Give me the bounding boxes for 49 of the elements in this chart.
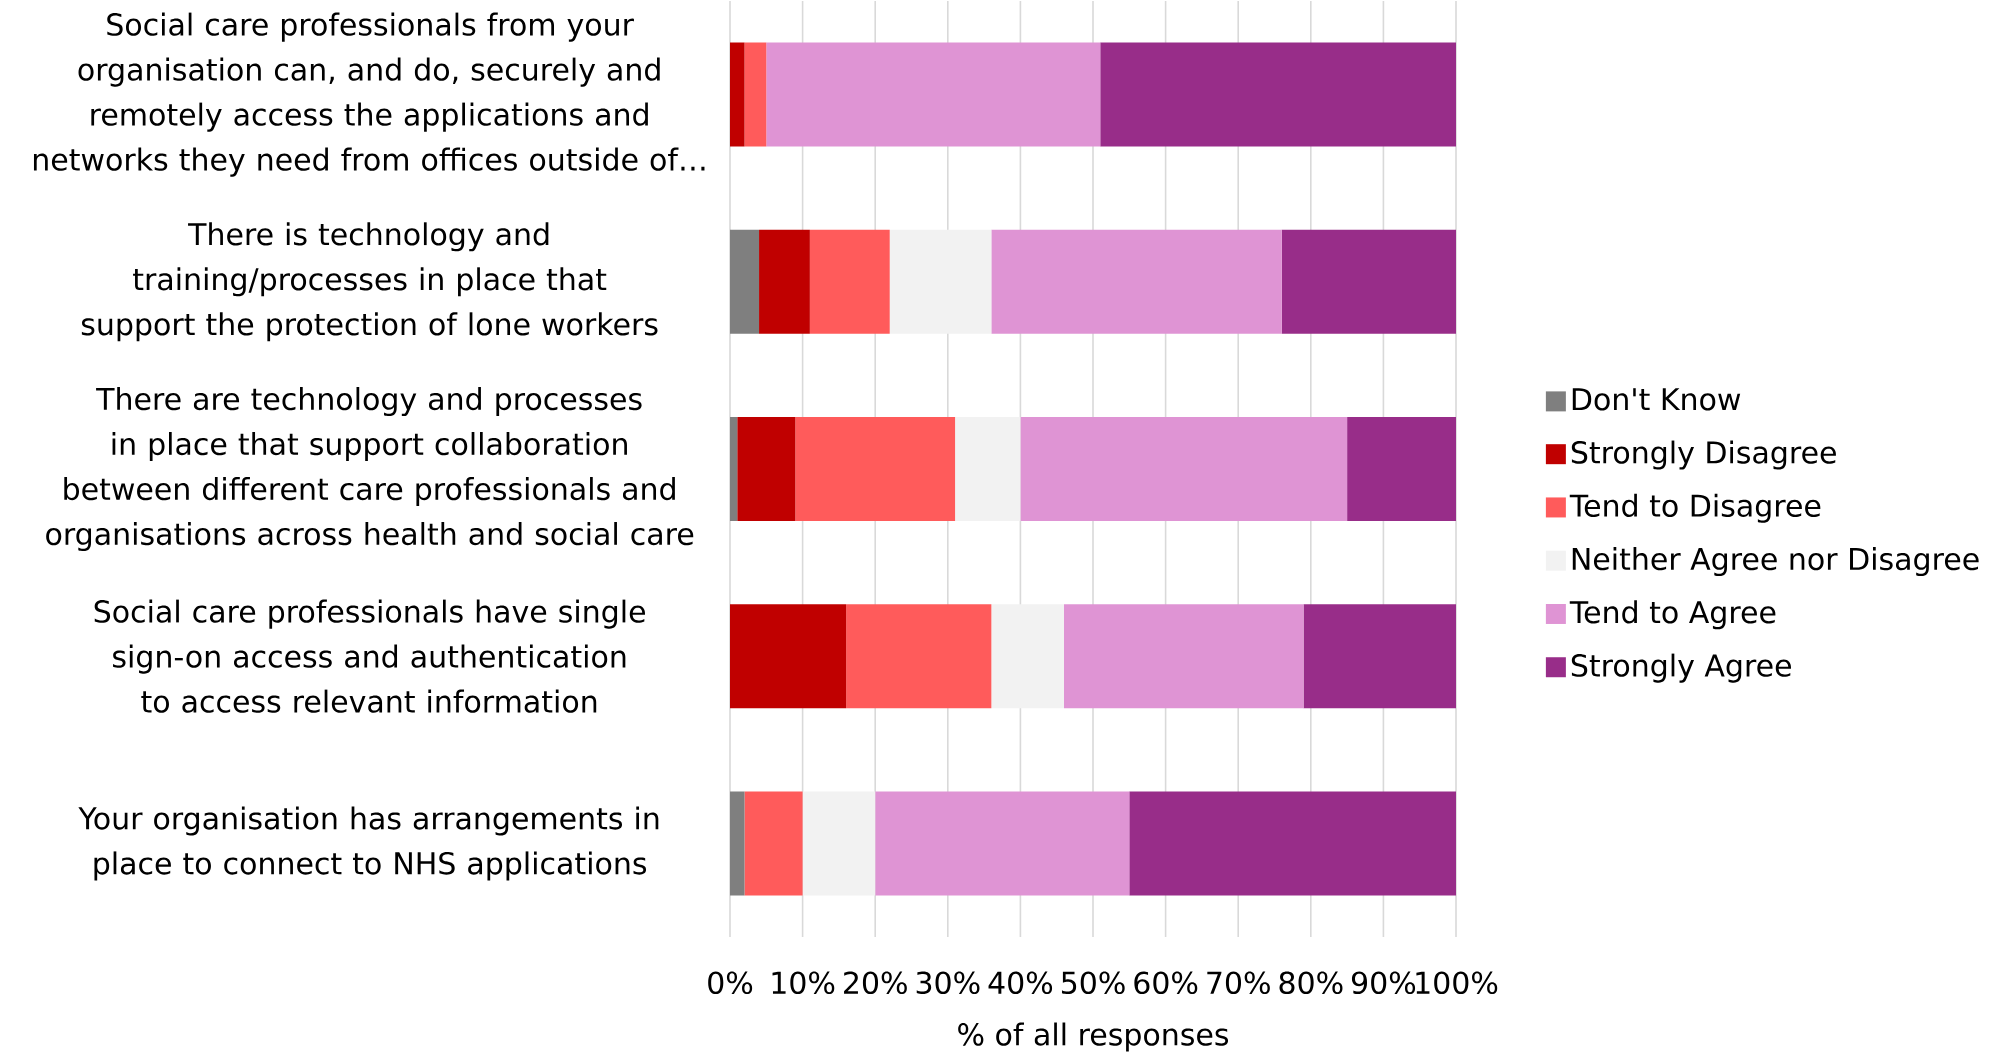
bar xyxy=(889,229,992,334)
legend-label: Tend to Disagree xyxy=(1569,493,1821,523)
x-tick-label: 90% xyxy=(1351,971,1416,995)
legend-label: Strongly Disagree xyxy=(1571,440,1836,470)
x-tick-label: 50% xyxy=(1061,971,1125,995)
bar xyxy=(1100,42,1457,147)
x-tick-label: 20% xyxy=(844,971,907,995)
y-tick-label: Social care professionals from your organisation can, and do, securely and remotely access the applications and networks they need from offices outside of… xyxy=(33,12,705,177)
legend-label: Tend to Agree xyxy=(1569,600,1776,630)
bar xyxy=(795,417,956,522)
bar xyxy=(744,42,767,147)
bar xyxy=(1129,791,1457,896)
bar xyxy=(730,791,745,896)
y-tick-label: There are technology and processes in place that support collaboration between different care professionals and organisations across health and social care xyxy=(46,387,694,552)
bar xyxy=(730,42,745,147)
x-tick-label: 10% xyxy=(772,971,835,995)
bar xyxy=(744,791,803,896)
bar xyxy=(737,417,796,522)
bar xyxy=(955,417,1021,522)
bar xyxy=(991,604,1064,709)
bar xyxy=(759,229,810,334)
legend-label: Neither Agree nor Disagree xyxy=(1572,547,1979,577)
legend-label: Don't Know xyxy=(1572,388,1741,411)
x-tick-label: 0% xyxy=(708,971,753,995)
x-tick-label: 70% xyxy=(1207,971,1270,995)
x-tick-label: 30% xyxy=(916,971,980,995)
y-tick-label: Your organisation has arrangements in place to connect to NHS applications xyxy=(78,806,659,881)
x-tick-label: 40% xyxy=(988,971,1053,995)
x-axis-title: % of all responses xyxy=(958,1022,1229,1052)
bar xyxy=(1303,604,1457,709)
bar xyxy=(1281,229,1457,334)
x-tick-label: 100% xyxy=(1416,971,1498,995)
bar xyxy=(730,417,738,522)
y-tick-label: Social care professionals have single sign-on access and authentication to access relevant information xyxy=(94,599,645,713)
x-tick-label: 80% xyxy=(1279,971,1343,995)
bar xyxy=(1063,604,1304,709)
x-tick-label: 60% xyxy=(1134,971,1198,995)
bar xyxy=(809,229,890,334)
bar xyxy=(730,229,760,334)
bar xyxy=(766,42,1101,147)
bar xyxy=(846,604,992,709)
bar xyxy=(1347,417,1457,522)
bar xyxy=(730,604,847,709)
bar xyxy=(1020,417,1348,522)
bar xyxy=(991,229,1282,334)
y-tick-label: There is technology and training/processes in place that support the protection of lone workers xyxy=(81,222,658,342)
bar xyxy=(802,791,876,896)
legend-label: Strongly Agree xyxy=(1571,653,1791,683)
bar xyxy=(875,791,1130,896)
